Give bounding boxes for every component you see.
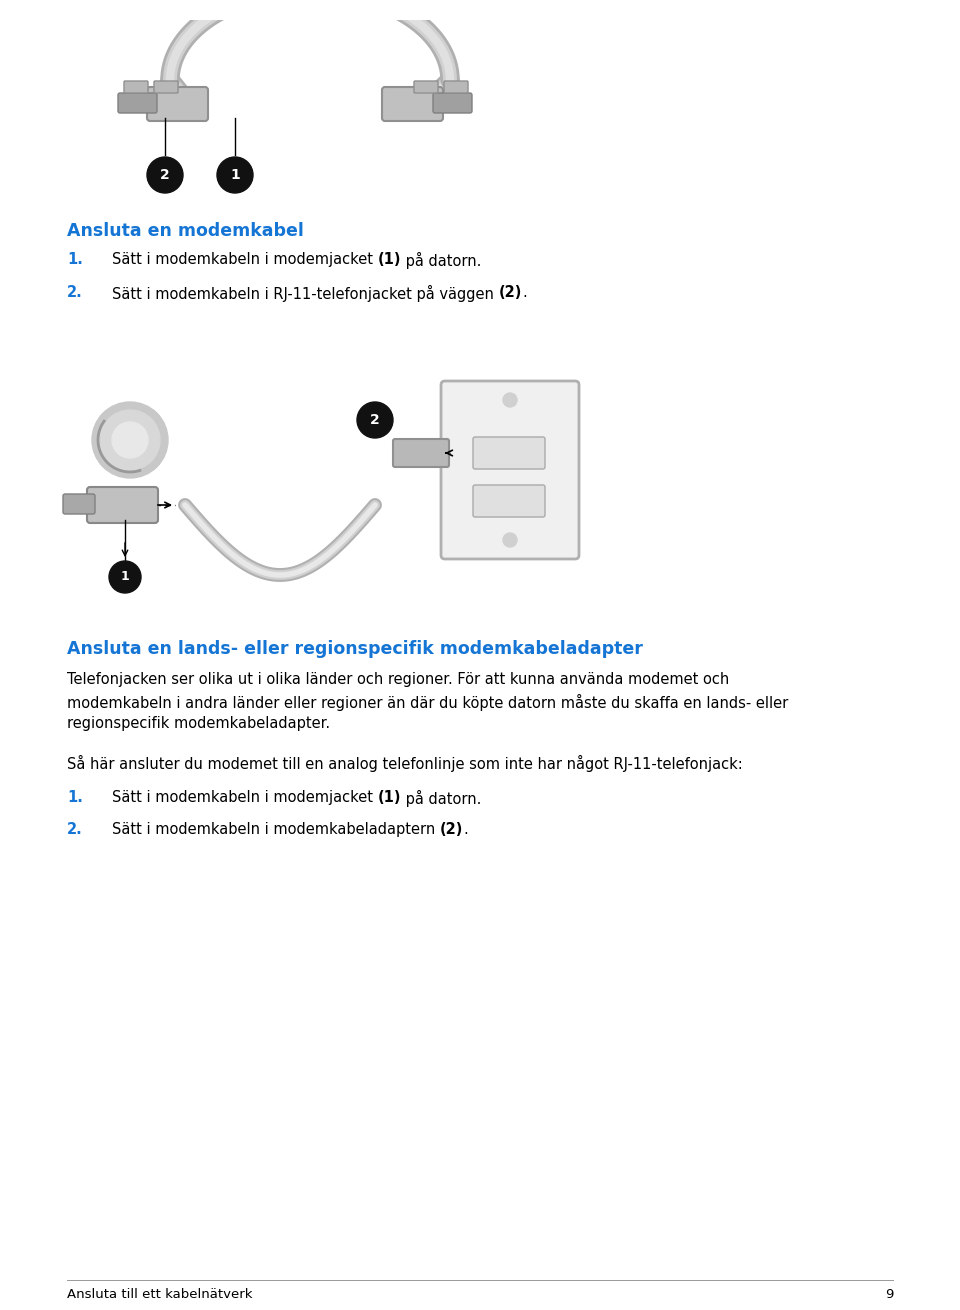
Text: 2: 2 (371, 413, 380, 427)
FancyBboxPatch shape (118, 93, 157, 113)
Text: 2.: 2. (67, 286, 83, 300)
FancyBboxPatch shape (444, 81, 468, 93)
Text: 2: 2 (160, 168, 170, 182)
Circle shape (217, 157, 253, 193)
Text: modemkabeln i andra länder eller regioner än där du köpte datorn måste du skaffa: modemkabeln i andra länder eller regione… (67, 694, 788, 711)
FancyBboxPatch shape (63, 494, 95, 514)
FancyBboxPatch shape (414, 81, 438, 93)
Text: (2): (2) (440, 821, 464, 837)
Text: på datorn.: på datorn. (401, 252, 482, 269)
Text: (1): (1) (377, 252, 401, 267)
Text: 9: 9 (884, 1288, 893, 1301)
Circle shape (92, 402, 168, 478)
Text: .: . (522, 286, 527, 300)
Circle shape (503, 533, 517, 548)
Text: 2.: 2. (67, 821, 83, 837)
Text: Ansluta till ett kabelnätverk: Ansluta till ett kabelnätverk (67, 1288, 252, 1301)
Text: Så här ansluter du modemet till en analog telefonlinje som inte har något RJ-11-: Så här ansluter du modemet till en analo… (67, 755, 743, 772)
FancyBboxPatch shape (124, 81, 148, 93)
FancyBboxPatch shape (433, 93, 472, 113)
FancyBboxPatch shape (154, 81, 178, 93)
FancyBboxPatch shape (147, 86, 208, 121)
FancyBboxPatch shape (441, 381, 579, 559)
Text: Sätt i modemkabeln i modemjacket: Sätt i modemkabeln i modemjacket (112, 790, 377, 806)
Circle shape (100, 410, 160, 470)
Circle shape (109, 561, 141, 593)
Text: .: . (464, 821, 468, 837)
Text: Sätt i modemkabeln i modemkabeladaptern: Sätt i modemkabeln i modemkabeladaptern (112, 821, 440, 837)
Circle shape (503, 393, 517, 407)
FancyBboxPatch shape (473, 485, 545, 517)
FancyBboxPatch shape (382, 86, 443, 121)
Circle shape (147, 157, 183, 193)
Circle shape (357, 402, 393, 438)
Circle shape (112, 422, 148, 458)
Text: 1.: 1. (67, 252, 83, 267)
Text: (1): (1) (377, 790, 401, 806)
FancyBboxPatch shape (393, 439, 449, 466)
Text: Ansluta en modemkabel: Ansluta en modemkabel (67, 221, 304, 240)
FancyBboxPatch shape (473, 438, 545, 469)
Text: Ansluta en lands- eller regionspecifik modemkabeladapter: Ansluta en lands- eller regionspecifik m… (67, 641, 643, 658)
Text: Telefonjacken ser olika ut i olika länder och regioner. För att kunna använda mo: Telefonjacken ser olika ut i olika lände… (67, 672, 730, 686)
Text: 1: 1 (121, 570, 130, 583)
Text: 1: 1 (230, 168, 240, 182)
Text: regionspecifik modemkabeladapter.: regionspecifik modemkabeladapter. (67, 717, 330, 731)
Text: Sätt i modemkabeln i RJ-11-telefonjacket på väggen: Sätt i modemkabeln i RJ-11-telefonjacket… (112, 286, 498, 303)
FancyBboxPatch shape (87, 487, 158, 523)
Text: Sätt i modemkabeln i modemjacket: Sätt i modemkabeln i modemjacket (112, 252, 377, 267)
Text: 1.: 1. (67, 790, 83, 806)
Text: (2): (2) (498, 286, 522, 300)
Text: på datorn.: på datorn. (401, 790, 482, 807)
